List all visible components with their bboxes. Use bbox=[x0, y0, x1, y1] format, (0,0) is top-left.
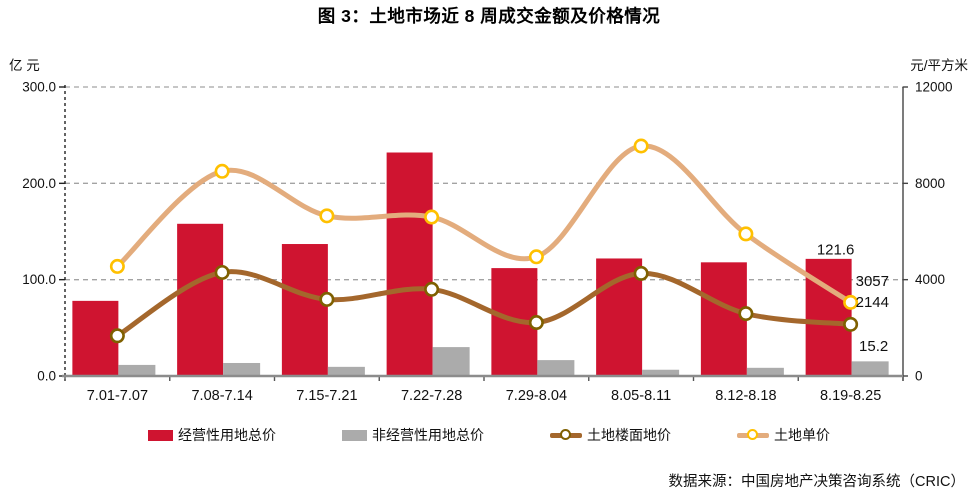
bar-non-operating-land-total bbox=[432, 347, 470, 376]
x-axis-category-label: 8.12-8.18 bbox=[715, 388, 776, 404]
left-axis-tick-label: 100.0 bbox=[22, 272, 56, 287]
bar-non-operating-land-total bbox=[118, 364, 156, 376]
data-label-annotation: 121.6 bbox=[817, 241, 855, 258]
x-axis-category-label: 8.19-8.25 bbox=[820, 388, 881, 404]
legend-item-unit-land-price: 土地单价 bbox=[737, 425, 830, 445]
bar-operating-land-total bbox=[386, 152, 433, 376]
marker-floor-price bbox=[738, 306, 754, 322]
left-axis-tick-label: 0.0 bbox=[37, 369, 56, 384]
marker-floor-price bbox=[109, 328, 125, 344]
marker-unit-land-price bbox=[633, 138, 649, 154]
bar-operating-land-total bbox=[177, 223, 224, 376]
marker-unit-land-price bbox=[109, 258, 125, 274]
bar-non-operating-land-total bbox=[851, 361, 889, 376]
legend-item-floor-price: 土地楼面地价 bbox=[550, 425, 671, 445]
legend-label-non-operating-land-total: 非经营性用地总价 bbox=[372, 427, 484, 443]
marker-floor-price bbox=[424, 281, 440, 297]
marker-floor-price bbox=[319, 291, 335, 307]
bar-non-operating-land-total bbox=[642, 369, 680, 376]
bar-non-operating-land-total bbox=[223, 362, 261, 376]
x-axis-category-label: 7.08-7.14 bbox=[191, 388, 252, 404]
legend-item-operating-land-total: 经营性用地总价 bbox=[148, 425, 276, 445]
marker-unit-land-price bbox=[214, 163, 230, 179]
gray-bar-swatch bbox=[342, 429, 367, 441]
bar-non-operating-land-total bbox=[327, 366, 365, 376]
right-axis-tick-label: 8000 bbox=[915, 176, 945, 191]
marker-unit-land-price bbox=[319, 208, 335, 224]
data-source: 数据来源：中国房地产决策咨询系统（CRIC） bbox=[668, 474, 965, 490]
bar-non-operating-land-total bbox=[537, 360, 575, 376]
legend-item-non-operating-land-total: 非经营性用地总价 bbox=[342, 425, 484, 445]
marker-floor-price bbox=[528, 315, 544, 331]
x-axis-category-label: 7.01-7.07 bbox=[87, 388, 148, 404]
marker-unit-land-price bbox=[424, 209, 440, 225]
chart-canvas: 0.0 100.0 200.0 300.0 0 4000 8000 12000 7.01-7.0… bbox=[22, 80, 953, 405]
x-axis-category-label: 7.29-8.04 bbox=[506, 388, 567, 404]
left-axis-tick-label: 200.0 bbox=[22, 176, 56, 191]
data-label-annotation: 2144 bbox=[856, 294, 889, 311]
x-axis-category-label: 7.22-7.28 bbox=[401, 388, 462, 404]
right-axis-unit-label: 元/平方米 bbox=[910, 58, 968, 73]
left-axis-unit-label: 亿 元 bbox=[9, 58, 40, 73]
bar-operating-land-total bbox=[700, 262, 747, 376]
orange-marker-icon bbox=[747, 429, 758, 440]
bar-operating-land-total bbox=[281, 244, 328, 376]
marker-unit-land-price bbox=[843, 294, 859, 310]
left-axis-tick-label: 300.0 bbox=[22, 80, 56, 95]
x-axis-category-label: 8.05-8.11 bbox=[611, 388, 671, 404]
orange-line-swatch bbox=[737, 429, 769, 442]
chart-title: 图 3：土地市场近 8 周成交金额及价格情况 bbox=[317, 6, 661, 26]
brown-marker-icon bbox=[560, 429, 571, 440]
marker-floor-price bbox=[214, 264, 230, 280]
legend-label-unit-land-price: 土地单价 bbox=[774, 427, 830, 443]
right-axis-tick-label: 0 bbox=[915, 369, 923, 384]
data-label-annotation: 3057 bbox=[856, 273, 889, 290]
right-axis-tick-label: 12000 bbox=[915, 80, 953, 95]
right-axis-tick-label: 4000 bbox=[915, 272, 945, 287]
marker-unit-land-price bbox=[528, 249, 544, 265]
marker-unit-land-price bbox=[738, 226, 754, 242]
legend-label-operating-land-total: 经营性用地总价 bbox=[178, 427, 276, 443]
marker-floor-price bbox=[633, 265, 649, 281]
legend-label-floor-price: 土地楼面地价 bbox=[587, 427, 671, 443]
legend: 经营性用地总价 非经营性用地总价 土地楼面地价 土地单价 bbox=[0, 425, 978, 445]
marker-floor-price bbox=[843, 316, 859, 332]
bar-non-operating-land-total bbox=[746, 367, 784, 376]
brown-line-swatch bbox=[550, 429, 582, 442]
data-label-annotation: 15.2 bbox=[859, 338, 888, 355]
x-axis-category-label: 7.15-7.21 bbox=[296, 388, 357, 404]
red-bar-swatch bbox=[148, 429, 173, 441]
